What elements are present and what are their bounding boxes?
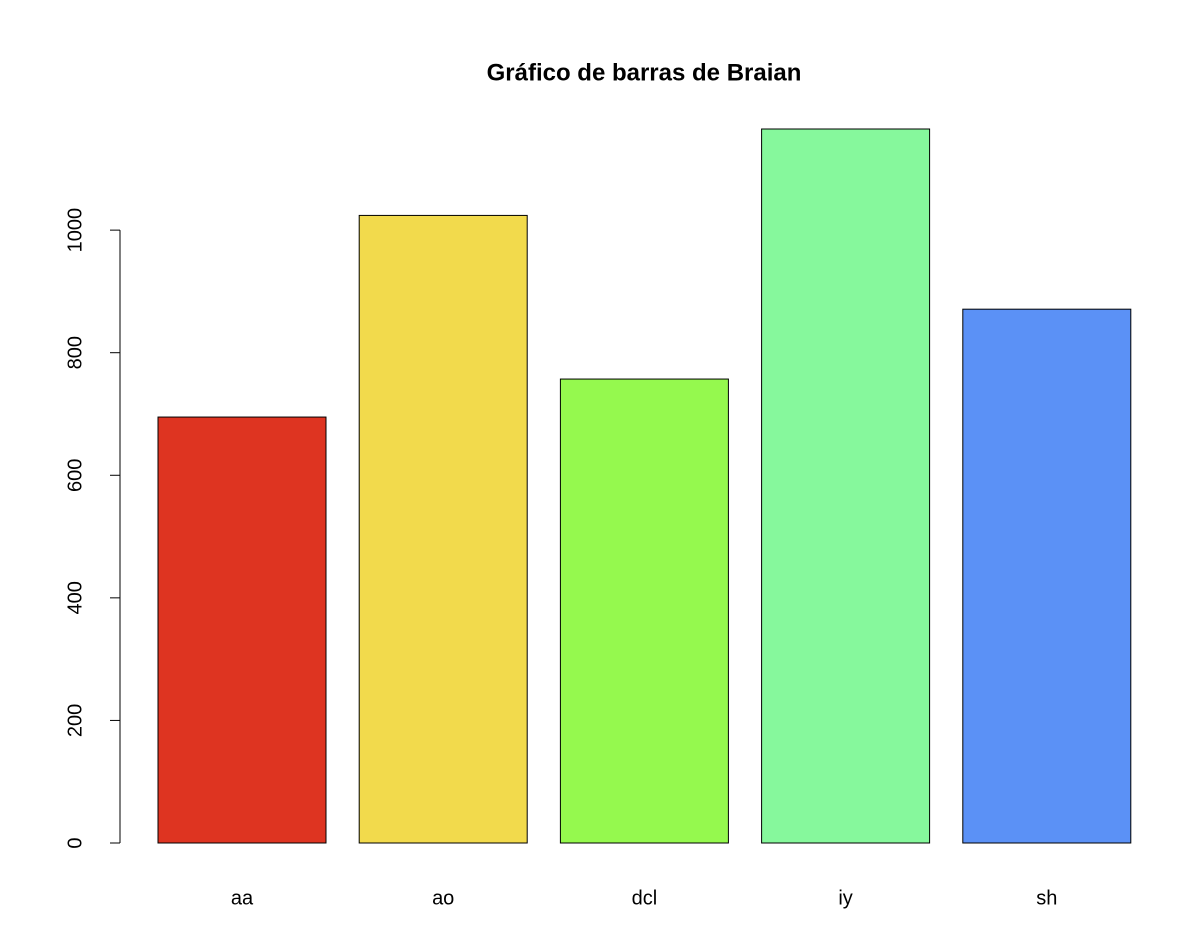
x-tick-label: dcl — [632, 887, 658, 909]
y-tick-label: 400 — [64, 581, 86, 614]
bar — [559, 378, 729, 844]
y-tick-label: 0 — [64, 837, 86, 848]
x-tick-label: aa — [231, 887, 254, 909]
x-tick-label: sh — [1036, 887, 1057, 909]
bar — [761, 128, 931, 844]
x-tick-label: ao — [432, 887, 454, 909]
y-tick-label: 600 — [64, 459, 86, 492]
chart-title: Gráfico de barras de Braian — [487, 59, 802, 86]
bar — [962, 308, 1132, 844]
y-tick-label: 800 — [64, 336, 86, 369]
y-tick-label: 200 — [64, 704, 86, 737]
y-tick-label: 1000 — [64, 208, 86, 253]
x-tick-label: iy — [838, 887, 852, 909]
bar — [157, 416, 327, 844]
bar — [358, 214, 528, 844]
